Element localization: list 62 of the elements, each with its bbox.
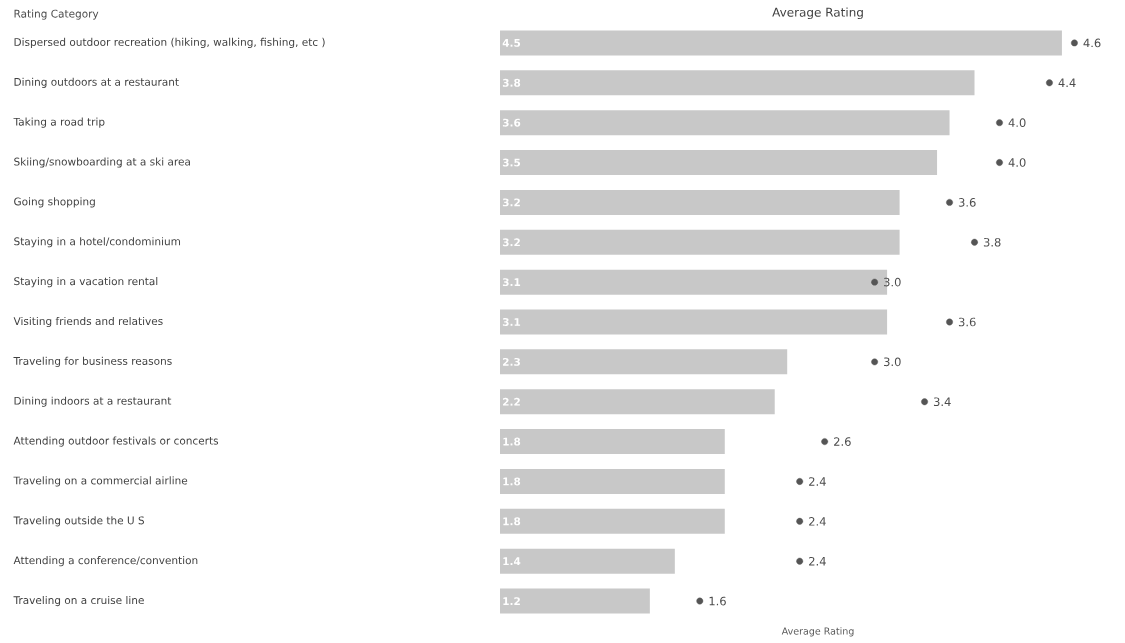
y-tick-label: Traveling on a commercial airline bbox=[13, 476, 188, 487]
point bbox=[996, 119, 1003, 127]
bar bbox=[500, 349, 788, 375]
y-tick-label: Dining indoors at a restaurant bbox=[14, 396, 172, 407]
bar bbox=[500, 389, 775, 415]
data-label: 3.0 bbox=[884, 357, 901, 367]
data-label: 2.4 bbox=[809, 556, 826, 566]
y-tick-label: Visiting friends and relatives bbox=[13, 316, 163, 328]
point bbox=[1046, 79, 1053, 87]
y-tick-label: Dispersed outdoor recreation (hiking, walking, fishing, etc ) bbox=[14, 37, 325, 49]
point bbox=[796, 517, 804, 525]
point bbox=[796, 478, 804, 485]
bar bbox=[500, 548, 675, 574]
data-label: 4.0 bbox=[1008, 118, 1026, 127]
point bbox=[871, 358, 879, 366]
data-label: 2.4 bbox=[809, 517, 826, 526]
y-tick-label: Taking a road trip bbox=[13, 117, 105, 128]
point bbox=[971, 238, 978, 246]
data-label: 3.8 bbox=[983, 237, 1001, 247]
y-tick-label: Traveling outside the U S bbox=[13, 516, 145, 527]
bar bbox=[500, 588, 650, 614]
data-label: 3.4 bbox=[933, 397, 951, 407]
point bbox=[946, 198, 953, 206]
bar bbox=[500, 309, 888, 335]
point bbox=[696, 597, 704, 605]
data-label: 4.4 bbox=[1058, 78, 1076, 87]
data-label: 3.6 bbox=[958, 317, 976, 327]
bar bbox=[500, 468, 725, 494]
data-label: 2.6 bbox=[834, 437, 851, 446]
y-tick-label: Dining outdoors at a restaurant bbox=[14, 77, 179, 88]
y-tick-label: Traveling on a cruise line bbox=[13, 595, 144, 607]
y-tick-label: Going shopping bbox=[14, 197, 95, 208]
point bbox=[871, 278, 879, 286]
bar bbox=[500, 229, 900, 255]
bar bbox=[500, 508, 725, 534]
point bbox=[796, 557, 804, 565]
bar bbox=[500, 429, 725, 455]
point bbox=[1071, 39, 1078, 47]
y-tick-label: Staying in a vacation rental bbox=[14, 277, 158, 288]
y-tick-label: Attending a conference/convention bbox=[13, 556, 198, 567]
y-tick-label: Attending outdoor festivals or concerts bbox=[13, 436, 219, 447]
bar bbox=[500, 189, 900, 215]
data-label: 4.6 bbox=[1083, 38, 1101, 48]
y-tick-label: Staying in a hotel/condominium bbox=[14, 237, 181, 248]
point bbox=[821, 438, 829, 445]
data-label: 1.6 bbox=[709, 596, 726, 606]
data-label: 2.4 bbox=[809, 477, 826, 486]
x-axis-title: Average Rating bbox=[781, 627, 854, 637]
y-axis-title: Rating Category bbox=[14, 9, 99, 20]
y-tick-label: Traveling for business reasons bbox=[13, 356, 172, 367]
bar bbox=[500, 70, 975, 96]
bar bbox=[500, 110, 950, 136]
point bbox=[921, 398, 928, 406]
bar bbox=[500, 150, 938, 176]
bar bbox=[500, 30, 1062, 56]
data-label: 4.0 bbox=[1008, 158, 1026, 167]
data-label: 3.0 bbox=[884, 277, 901, 287]
y-tick-label: Skiing/snowboarding at a ski area bbox=[14, 157, 190, 168]
point bbox=[946, 318, 953, 326]
data-label: 3.6 bbox=[958, 198, 976, 207]
chart-title: Average Rating bbox=[772, 7, 863, 20]
point bbox=[996, 159, 1003, 166]
